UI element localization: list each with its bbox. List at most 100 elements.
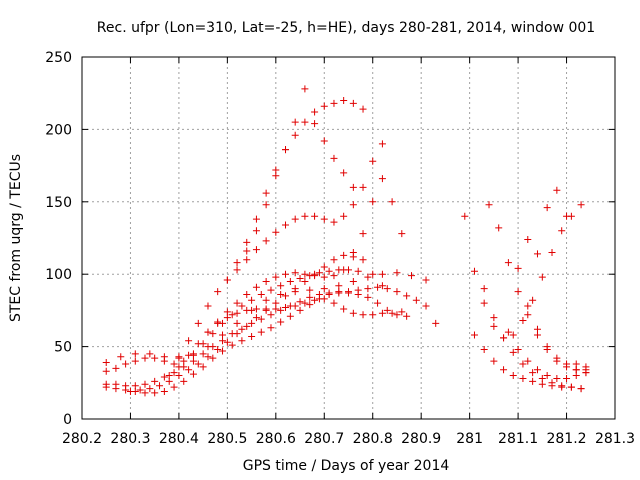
data-point [204, 343, 212, 351]
data-point [374, 283, 382, 291]
data-point [170, 383, 178, 391]
data-point [122, 360, 130, 368]
data-point [553, 354, 561, 362]
data-point [509, 331, 517, 339]
data-point [223, 276, 231, 284]
data-point [480, 285, 488, 293]
data-point [117, 353, 125, 361]
data-point [330, 256, 338, 264]
y-tick-label: 150 [45, 195, 72, 211]
data-point [301, 85, 309, 93]
data-point [349, 253, 357, 261]
data-point [548, 379, 556, 387]
data-point [514, 345, 522, 353]
data-point [267, 311, 275, 319]
data-point [301, 277, 309, 285]
data-point [243, 238, 251, 246]
data-point [514, 264, 522, 272]
data-point [412, 296, 420, 304]
data-point [524, 311, 532, 319]
data-point [524, 235, 532, 243]
data-point [214, 345, 222, 353]
data-point [282, 304, 290, 312]
y-tick-labels: 0 50 100 150 200 250 [45, 50, 72, 428]
data-point [524, 302, 532, 310]
data-point [354, 286, 362, 294]
data-point [383, 306, 391, 314]
data-point [500, 334, 508, 342]
data-point [248, 296, 256, 304]
series-arc-5 [126, 248, 386, 395]
data-point [403, 292, 411, 300]
data-point [548, 248, 556, 256]
data-point [378, 175, 386, 183]
data-point [369, 311, 377, 319]
data-point [122, 382, 130, 390]
x-axis-title: GPS time / Days of year 2014 [243, 458, 450, 474]
data-points [102, 85, 590, 397]
data-point [509, 348, 517, 356]
data-point [286, 277, 294, 285]
data-point [146, 350, 154, 358]
data-point [272, 273, 280, 281]
data-point [131, 382, 139, 390]
data-point [267, 324, 275, 332]
data-point [470, 267, 478, 275]
grid-lines [82, 57, 615, 419]
data-point [349, 277, 357, 285]
data-point [563, 360, 571, 368]
data-point [272, 228, 280, 236]
data-point [320, 295, 328, 303]
data-point [325, 267, 333, 275]
series-arc-8 [223, 96, 367, 284]
data-point [529, 369, 537, 377]
data-point [461, 212, 469, 220]
data-point [369, 198, 377, 206]
data-point [262, 189, 270, 197]
data-point [311, 108, 319, 116]
data-point [175, 353, 183, 361]
data-point [480, 299, 488, 307]
data-point [199, 363, 207, 371]
data-point [262, 237, 270, 245]
data-point [490, 314, 498, 322]
data-point [315, 290, 323, 298]
data-point [490, 357, 498, 365]
x-tick-label: 280.8 [353, 431, 393, 447]
data-point [223, 338, 231, 346]
data-point [378, 282, 386, 290]
data-point [204, 328, 212, 336]
y-axis-title: STEC from uqrg / TECUs [8, 154, 24, 322]
data-point [282, 270, 290, 278]
data-point [209, 330, 217, 338]
data-point [359, 183, 367, 191]
data-point [141, 380, 149, 388]
data-point [514, 288, 522, 296]
data-point [243, 322, 251, 330]
x-tick-label: 280.3 [110, 431, 150, 447]
data-point [248, 319, 256, 327]
data-point [320, 273, 328, 281]
data-point [141, 389, 149, 397]
data-point [378, 140, 386, 148]
series-arc-11 [461, 201, 585, 342]
data-point [291, 118, 299, 126]
data-point [204, 302, 212, 310]
data-point [364, 273, 372, 281]
data-point [383, 285, 391, 293]
data-point [189, 370, 197, 378]
series-arc-17 [524, 186, 590, 371]
data-point [349, 183, 357, 191]
data-point [131, 357, 139, 365]
series-arc-3 [102, 266, 362, 375]
data-point [311, 296, 319, 304]
data-point [330, 299, 338, 307]
data-point [165, 372, 173, 380]
data-point [185, 351, 193, 359]
data-point [277, 290, 285, 298]
data-point [374, 299, 382, 307]
data-point [301, 118, 309, 126]
data-point [175, 372, 183, 380]
data-point [204, 353, 212, 361]
data-point [364, 285, 372, 293]
